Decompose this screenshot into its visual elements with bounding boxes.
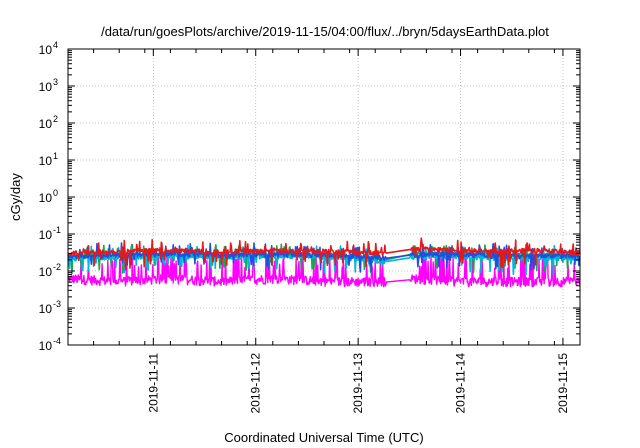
x-tick-label: 2019-11-13 [351,353,365,414]
y-tick-label: 10 [39,43,53,57]
series-line [67,237,581,271]
x-tick-label: 2019-11-12 [249,353,263,414]
y-tick-exponent: 4 [53,40,58,50]
y-tick-exponent: -3 [53,299,61,309]
y-tick-exponent: 2 [53,114,58,124]
y-tick-exponent: -2 [53,262,61,272]
x-axis-label: Coordinated Universal Time (UTC) [224,430,423,445]
y-tick-label: 10 [39,80,53,94]
y-tick-exponent: 0 [53,188,58,198]
y-tick-label: 10 [39,302,53,316]
y-axis-label: cGy/day [8,173,23,221]
y-tick-label: 10 [39,154,53,168]
y-tick-exponent: -4 [53,336,61,346]
series-layer [67,237,581,288]
y-tick-label: 10 [39,228,53,242]
y-tick-label: 10 [39,339,53,353]
x-axis: 2019-11-11 2019-11-12 2019-11-13 2019-11-14… [67,49,581,414]
x-tick-label: 2019-11-11 [146,353,160,413]
y-tick-exponent: -1 [53,225,61,235]
grid [68,49,580,345]
x-tick-label: 2019-11-15 [556,353,570,414]
x-tick-label: 2019-11-14 [454,353,468,414]
y-tick-label: 10 [39,191,53,205]
y-tick-exponent: 1 [53,151,58,161]
chart-title: /data/run/goesPlots/archive/2019-11-15/0… [101,24,549,39]
y-tick-label: 10 [39,117,53,131]
y-tick-label: 10 [39,265,53,279]
y-tick-exponent: 3 [53,77,58,87]
